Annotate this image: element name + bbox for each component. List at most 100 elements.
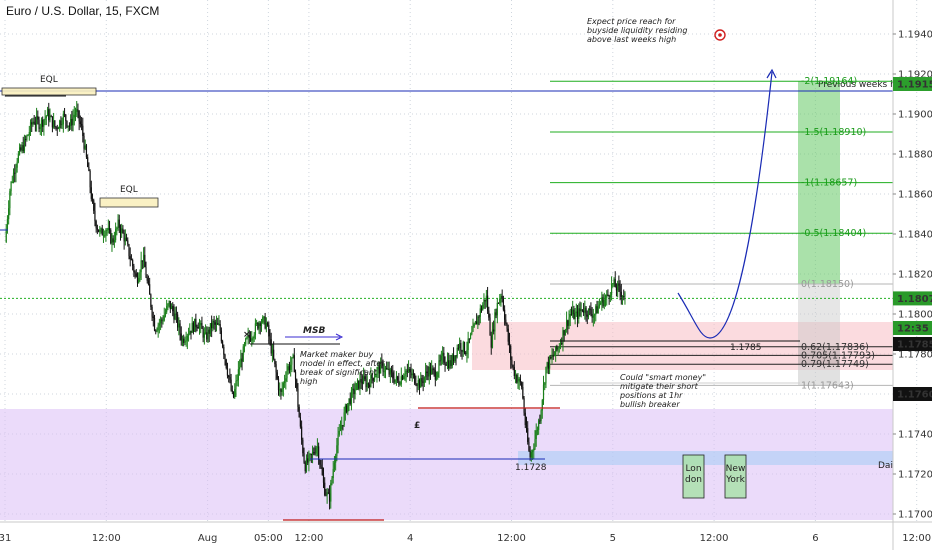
candle-body — [5, 229, 7, 242]
fibonacci-levels[interactable]: -2(1.19164) -1.5(1.18910) -1(1.18657) -0.5(… — [550, 76, 893, 391]
candle-body — [144, 254, 146, 268]
candle-body — [51, 116, 54, 128]
candle-body — [595, 306, 597, 315]
zone-premium-pink — [472, 322, 893, 370]
candle-body — [348, 398, 350, 404]
candle-body — [67, 125, 69, 127]
candle-body — [573, 309, 575, 319]
candle-body — [341, 425, 343, 430]
candle-body — [296, 379, 298, 389]
candle-body — [493, 329, 495, 332]
candle-body — [371, 374, 373, 379]
price-tag[interactable] — [893, 337, 932, 351]
candle-body — [467, 338, 469, 351]
candle-body — [615, 287, 618, 291]
price-tag[interactable] — [893, 291, 932, 306]
candle-body — [604, 297, 607, 300]
price-tick-label: 1.19400 — [898, 30, 932, 41]
candle-body — [500, 296, 502, 299]
price-tick-label: 1.18800 — [898, 150, 932, 161]
candle-body — [119, 227, 122, 234]
candle-body — [124, 237, 126, 242]
candle-body — [254, 323, 257, 335]
candle-body — [198, 325, 201, 329]
projection-path[interactable] — [677, 71, 773, 339]
candle-body — [177, 314, 179, 328]
candle-body — [392, 372, 394, 379]
candle-body — [383, 371, 385, 373]
time-tick-label: 12:00 — [92, 533, 121, 544]
level-1785-label: 1.1785 — [730, 343, 762, 353]
candle-body — [147, 280, 150, 285]
candle-body — [269, 336, 271, 340]
candle-body — [621, 296, 624, 298]
price-axis[interactable]: 1.19400 1.19200 1.19000 1.18800 1.18600 1.184… — [892, 0, 932, 550]
price-tag[interactable] — [893, 321, 932, 335]
eql-box-top[interactable] — [1, 87, 97, 96]
candle-body — [170, 306, 173, 309]
candle-body — [232, 391, 235, 398]
candle-body — [22, 145, 24, 152]
candle-body — [480, 308, 483, 311]
candle-body — [23, 138, 26, 152]
x-marker: × — [243, 330, 251, 340]
candle-body — [87, 157, 89, 168]
candle-body — [452, 355, 455, 362]
candle-body — [243, 344, 246, 347]
candle-body — [422, 381, 424, 383]
candle-body — [167, 304, 169, 307]
candle-body — [104, 235, 106, 237]
candle-body — [68, 125, 71, 127]
candle-body — [612, 283, 614, 285]
session-box[interactable] — [724, 454, 747, 499]
candle-body — [471, 331, 473, 335]
candle-body — [462, 342, 464, 352]
candle-body — [527, 428, 529, 442]
candle-body — [73, 114, 75, 118]
candle-body — [297, 388, 299, 407]
candle-body — [518, 378, 520, 382]
candle-body — [226, 368, 229, 376]
candle-body — [547, 362, 549, 369]
session-box[interactable] — [682, 454, 705, 499]
candle-body — [191, 322, 193, 333]
eye-icon[interactable] — [714, 29, 726, 41]
candle-body — [414, 374, 416, 384]
price-tag[interactable] — [893, 387, 932, 401]
candle-body — [321, 467, 323, 475]
msb-arrow-head — [335, 333, 344, 341]
candle-body — [609, 295, 611, 298]
candle-body — [169, 300, 171, 309]
candle-body — [85, 145, 88, 158]
candle-body — [207, 329, 209, 340]
candle-body — [37, 116, 39, 120]
time-tick-label: 4 — [407, 533, 413, 544]
candle-body — [345, 405, 348, 413]
candle-body — [553, 354, 556, 357]
fib-label: 0.79(1.17749) — [801, 359, 869, 370]
candle-body — [61, 124, 63, 126]
candle-body — [607, 294, 609, 296]
candle-body — [304, 462, 306, 472]
candle-body — [540, 410, 542, 421]
candle-body — [139, 272, 141, 278]
candle-body — [201, 323, 203, 329]
price-tag[interactable] — [893, 77, 932, 91]
candle-body — [149, 284, 151, 295]
candle-body — [248, 335, 250, 338]
time-axis[interactable]: 31 12:00 Aug 05:00 12:00 4 12:00 5 12:00 6 12:00 — [0, 521, 932, 544]
price-tick-label: 1.19200 — [898, 70, 932, 81]
candle-body — [567, 320, 569, 326]
candle-body — [378, 366, 381, 374]
price-tag-label: 1.17600 — [897, 390, 932, 401]
eql-box-mid[interactable] — [99, 197, 159, 208]
candle-body — [598, 304, 601, 307]
candle-body — [158, 323, 160, 326]
candle-body — [591, 314, 593, 318]
candle-body — [320, 464, 322, 468]
candle-body — [407, 368, 410, 371]
candle-body — [457, 347, 460, 349]
candle-body — [507, 328, 509, 342]
